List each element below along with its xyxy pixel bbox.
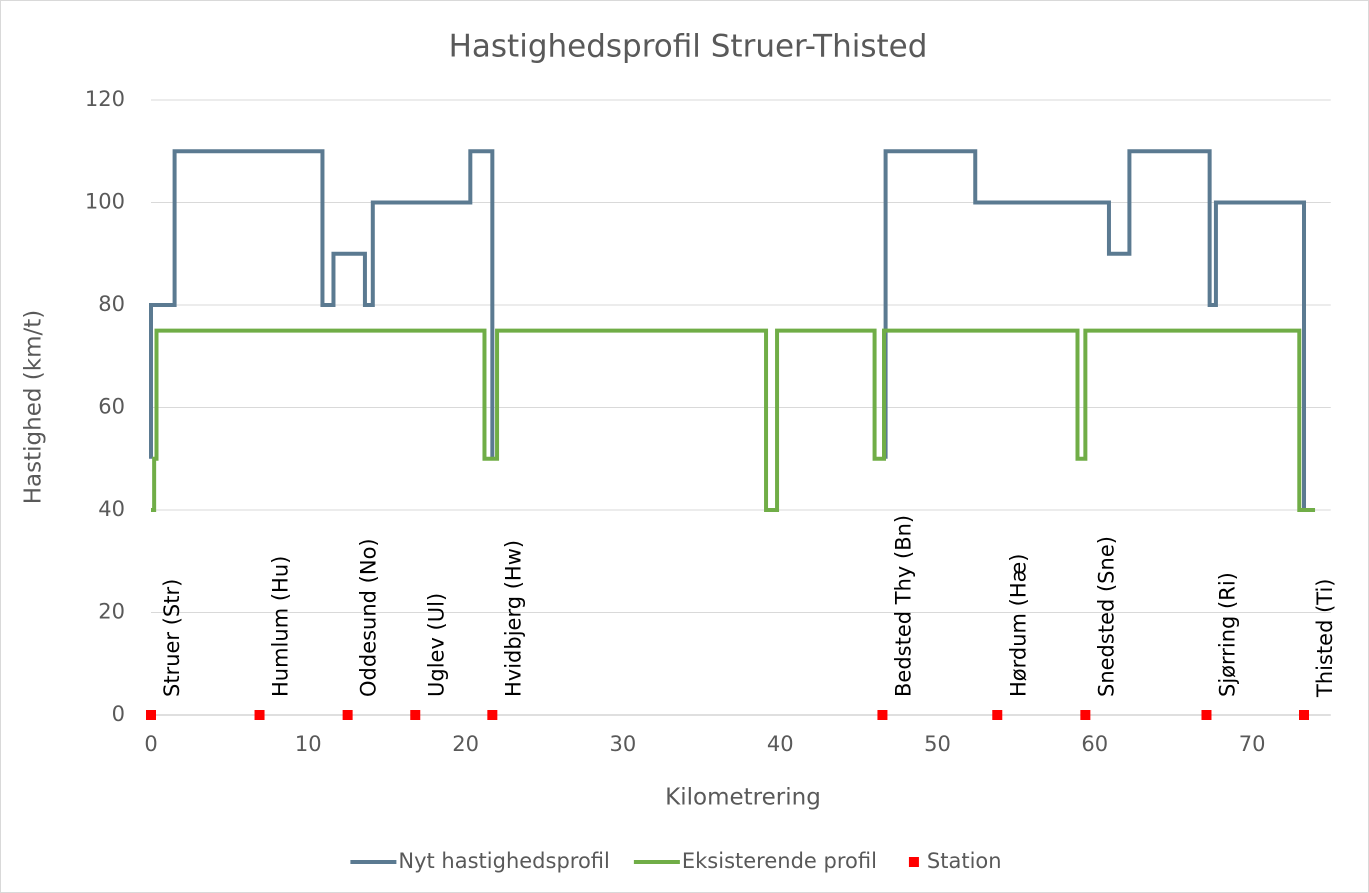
y-tick-label: 100 [85, 190, 125, 214]
x-tick-label: 60 [1081, 732, 1108, 756]
y-tick-label: 60 [98, 395, 125, 419]
station-label: Snedsted (Sne) [1094, 536, 1118, 697]
y-axis-label: Hastighed (km/t) [21, 310, 47, 504]
station-marker [410, 710, 421, 720]
x-tick-label: 50 [924, 732, 951, 756]
legend-swatch [908, 857, 919, 867]
station-marker [342, 710, 353, 720]
x-tick-label: 40 [767, 732, 794, 756]
station-marker [1080, 710, 1091, 720]
chart-title: Hastighedsprofil Struer-Thisted [449, 29, 928, 65]
station-label: Hørdum (Hæ) [1006, 554, 1030, 697]
profile-line [151, 328, 1316, 512]
x-axis-label: Kilometrering [665, 785, 821, 811]
station-marker [487, 710, 498, 720]
x-tick-label: 30 [610, 732, 637, 756]
y-tick-label: 80 [98, 292, 125, 316]
profile-line [883, 149, 1316, 512]
station-label: Sjørring (Ri) [1215, 572, 1239, 697]
station-marker [254, 710, 265, 720]
station-marker [877, 710, 888, 720]
x-tick-label: 20 [452, 732, 479, 756]
legend-label: Nyt hastighedsprofil [398, 849, 609, 873]
x-tick-label: 10 [295, 732, 322, 756]
y-tick-label: 120 [85, 87, 125, 111]
station-label: Humlum (Hu) [269, 556, 293, 697]
legend-label: Station [927, 849, 1002, 873]
station-marker [1201, 710, 1212, 720]
y-tick-label: 0 [112, 702, 125, 726]
station-marker [146, 710, 156, 720]
station-label: Uglev (Ul) [424, 593, 448, 697]
station-marker [1299, 710, 1310, 720]
station-label: Struer (Str) [160, 579, 184, 697]
y-tick-label: 20 [98, 600, 125, 624]
station-marker [992, 710, 1003, 720]
station-label: Hvidbjerg (Hw) [501, 540, 525, 697]
legend-label: Eksisterende profil [682, 849, 877, 873]
x-tick-label: 70 [1239, 732, 1266, 756]
x-tick-label: 0 [144, 732, 157, 756]
station-label: Oddesund (No) [357, 538, 381, 697]
y-tick-label: 40 [98, 497, 125, 521]
station-label: Bedsted Thy (Bn) [891, 515, 915, 697]
profile-line [149, 149, 495, 459]
station-label: Thisted (Ti) [1313, 579, 1337, 698]
